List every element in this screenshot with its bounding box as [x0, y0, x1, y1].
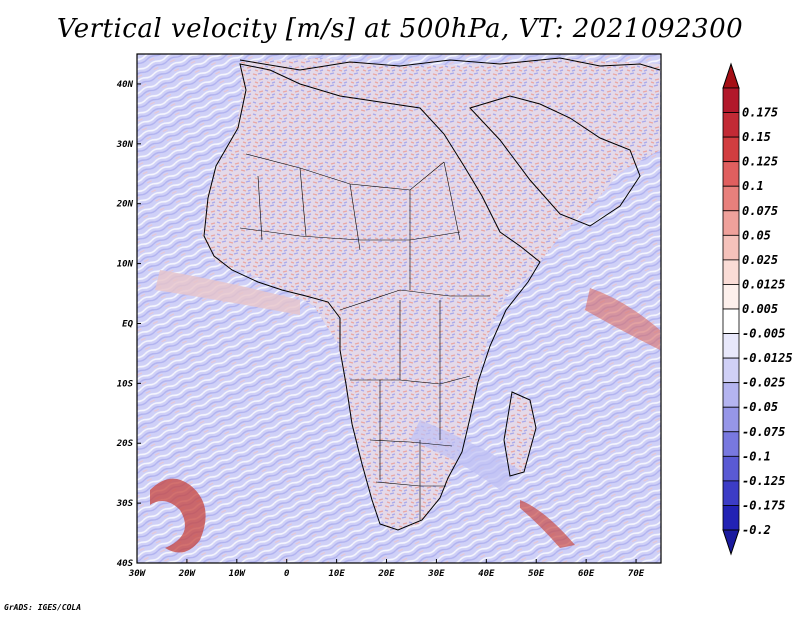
- lat-tick-label: 30N: [116, 140, 134, 150]
- colorbar-swatch: [722, 161, 740, 187]
- land-field: [202, 58, 660, 532]
- colorbar-top-arrow: [722, 62, 740, 89]
- lon-tick-label: 30E: [427, 569, 445, 579]
- lat-tick-label: 20S: [116, 439, 134, 449]
- map-title: Vertical velocity [m/s] at 500hPa, VT: 2…: [56, 14, 744, 44]
- colorbar-swatch: [722, 455, 740, 482]
- lon-tick-label: 20W: [178, 569, 197, 579]
- lon-tick-label: 50E: [528, 569, 545, 579]
- positive-band-itcz: [585, 288, 660, 350]
- colorbar-label: -0.125: [742, 474, 785, 488]
- lon-tick-label: 0: [284, 569, 290, 579]
- colorbar-label: -0.025: [742, 376, 785, 390]
- colorbar-swatch: [722, 112, 740, 138]
- colorbar-label: 0.025: [742, 253, 778, 267]
- map-plot-area: [136, 53, 662, 564]
- lon-axis: 30W 20W 10W 0 10E 20E 30E 40E 50E 60E 70E: [128, 559, 645, 579]
- colorbar-swatch: [722, 333, 740, 359]
- arabia-coastline: [469, 95, 641, 227]
- lon-tick-label: 10E: [328, 569, 345, 579]
- colorbar-swatch: [722, 185, 740, 212]
- colorbar-swatch: [722, 136, 740, 163]
- itcz-band: [155, 270, 300, 315]
- lat-tick-label: 40S: [117, 559, 134, 569]
- colorbar-swatch: [722, 259, 740, 285]
- colorbar-label: 0.05: [742, 228, 771, 242]
- colorbar-label: -0.005: [742, 327, 785, 341]
- lat-axis: 40N 30N 20N 10N EQ 10S 20S 30S 40S: [116, 80, 141, 569]
- colorbar: 0.175 0.15 0.125 0.1 0.075 0.05 0.025 0.0125 0.0…: [722, 62, 793, 556]
- colorbar-label: -0.1: [742, 449, 771, 463]
- positive-band: [520, 500, 575, 548]
- field-features: [150, 58, 660, 553]
- lat-tick-label: 40N: [117, 80, 134, 90]
- lat-tick-label: EQ: [122, 319, 133, 329]
- colorbar-swatch: [722, 406, 740, 433]
- lon-tick-label: 70E: [628, 569, 645, 579]
- colorbar-swatch: [722, 357, 740, 384]
- lat-tick-label: 10S: [117, 379, 134, 389]
- positive-swirl: [150, 478, 206, 553]
- colorbar-label: -0.175: [742, 498, 785, 512]
- colorbar-swatch: [722, 284, 740, 310]
- colorbar-swatch: [722, 431, 740, 457]
- colorbar-bottom-arrow: [722, 529, 740, 556]
- lon-tick-label: 20E: [377, 569, 395, 579]
- lon-tick-label: 60E: [578, 569, 595, 579]
- colorbar-swatch: [722, 87, 740, 113]
- colorbar-label: 0.1: [742, 179, 764, 193]
- lon-tick-label: 40E: [478, 569, 495, 579]
- europe-coastline: [239, 57, 661, 71]
- lon-tick-label: 30W: [128, 569, 147, 579]
- negative-band: [410, 420, 520, 490]
- colorbar-label: 0.125: [742, 155, 778, 169]
- colorbar-swatch: [722, 234, 740, 261]
- africa-coastline: [203, 63, 541, 531]
- colorbar-label: 0.15: [742, 130, 771, 144]
- madagascar-coastline: [503, 391, 537, 477]
- colorbar-swatch: [722, 308, 740, 334]
- colorbar-label: 0.005: [742, 302, 778, 316]
- colorbar-swatch: [722, 382, 740, 408]
- plot-frame: [136, 53, 662, 564]
- colorbar-label: 0.175: [742, 106, 778, 120]
- colorbar-label: -0.0125: [742, 351, 793, 365]
- lat-tick-label: 10N: [117, 260, 134, 270]
- colorbar-label: -0.2: [742, 523, 771, 537]
- colorbar-label: 0.0125: [742, 277, 785, 291]
- country-borders: [239, 153, 490, 520]
- colorbar-swatch: [722, 480, 740, 506]
- colorbar-swatch: [722, 505, 740, 531]
- lon-tick-label: 10W: [229, 569, 247, 579]
- colorbar-label: 0.075: [742, 204, 778, 218]
- grads-credit: GrADS: IGES/COLA: [4, 603, 82, 612]
- lat-tick-label: 20N: [116, 200, 134, 210]
- colorbar-label: -0.05: [742, 400, 778, 414]
- coastlines: [203, 57, 661, 531]
- colorbar-label: -0.075: [742, 425, 785, 439]
- colorbar-swatch: [722, 210, 740, 236]
- lat-tick-label: 30S: [116, 499, 134, 509]
